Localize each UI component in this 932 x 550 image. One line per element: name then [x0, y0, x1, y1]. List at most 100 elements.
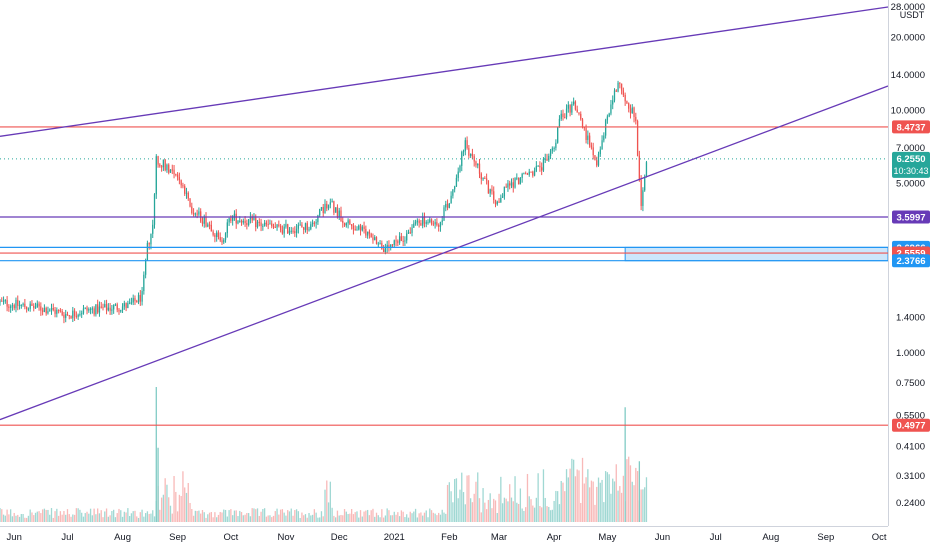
candle-body [624, 94, 626, 102]
volume-bar [366, 509, 369, 522]
volume-bar [210, 512, 212, 522]
trendline[interactable] [0, 6, 889, 137]
trendline[interactable] [0, 85, 889, 421]
volume-bar [73, 514, 76, 522]
volume-bar [372, 508, 374, 522]
volume-bar [335, 517, 337, 522]
time-tick-label: Jun [655, 532, 670, 543]
candle-body [56, 309, 58, 314]
volume-bar [361, 516, 363, 522]
volume-bar [260, 511, 262, 522]
volume-bar [173, 476, 175, 522]
candle-body [368, 231, 371, 234]
volume-bar [541, 507, 543, 522]
volume-bar [379, 517, 381, 522]
volume-bar [265, 516, 268, 522]
volume-bar [267, 515, 269, 522]
candle-body [642, 190, 644, 206]
volume-bar [217, 514, 220, 522]
volume-bar [6, 509, 8, 522]
volume-bar [629, 465, 632, 522]
volume-bar [596, 486, 598, 522]
candle-body [557, 127, 559, 143]
volume-bar [136, 516, 138, 522]
candle-body [113, 305, 115, 310]
candle-body [335, 207, 337, 213]
candle-body [45, 307, 47, 314]
volume-bar [571, 458, 573, 522]
volume-bar [219, 511, 221, 522]
candle-body [631, 107, 633, 114]
volume-bar [599, 482, 601, 522]
candle-body [608, 113, 610, 117]
candle-body [514, 178, 516, 188]
volume-bar [137, 517, 140, 522]
candle-body [306, 223, 308, 231]
volume-bar [485, 509, 488, 522]
volume-bar [311, 514, 314, 522]
volume-bar [224, 509, 227, 522]
volume-bar [377, 515, 379, 522]
volume-bar [162, 494, 165, 522]
volume-bar [274, 511, 276, 522]
candle-body [629, 108, 632, 114]
volume-bar [324, 489, 326, 522]
volume-bar [120, 510, 122, 522]
candle-body [338, 210, 340, 217]
volume-bar [466, 475, 468, 522]
volume-bar [333, 515, 335, 522]
volume-bar [180, 495, 182, 522]
volume-spike [638, 461, 641, 522]
volume-bar [443, 512, 445, 522]
candle-body [382, 249, 385, 252]
volume-bar [134, 510, 136, 522]
candle-body [287, 224, 289, 234]
candle-body [144, 260, 147, 275]
time-axis-background[interactable] [0, 526, 932, 550]
candle-body [233, 213, 236, 217]
candle-body [640, 179, 642, 206]
volume-bar [542, 469, 545, 522]
candle-body [54, 309, 56, 314]
candle-body [612, 100, 614, 105]
candle-body [370, 233, 372, 238]
volume-bar [249, 516, 252, 522]
zone-rectangle[interactable] [624, 246, 889, 262]
volume-bar [33, 515, 35, 522]
volume-bar [0, 508, 1, 522]
candle-body [587, 135, 589, 140]
candle-body [507, 183, 509, 188]
candle-body [283, 226, 285, 234]
drawings-layer[interactable] [0, 6, 889, 426]
candle-body [406, 233, 408, 241]
candle-body [116, 304, 118, 310]
volume-bar [345, 511, 347, 522]
candle-body [363, 226, 365, 229]
volume-bar [297, 511, 300, 522]
volume-bar [287, 510, 289, 522]
volume-bar [548, 506, 550, 522]
volume-bar [473, 493, 475, 522]
candle-body [237, 220, 239, 224]
candle-body [523, 173, 525, 175]
candle-body [413, 223, 415, 228]
candle-body [505, 186, 507, 188]
volume-bar [111, 511, 113, 522]
volume-bar [130, 513, 133, 522]
candle-body [130, 302, 133, 304]
volume-bar [580, 502, 582, 522]
volume-bar [429, 508, 431, 522]
volume-bar [576, 469, 578, 522]
volume-bar [251, 508, 253, 522]
candle-body [354, 229, 356, 231]
volume-spike [155, 387, 157, 522]
volume-bar [615, 464, 617, 522]
candle-body [263, 222, 266, 226]
volume-bar [555, 490, 557, 522]
candle-body [340, 210, 342, 221]
candle-body [434, 222, 436, 225]
candle-body [395, 240, 397, 242]
volume-bar [295, 509, 298, 522]
volume-bar [200, 513, 202, 522]
